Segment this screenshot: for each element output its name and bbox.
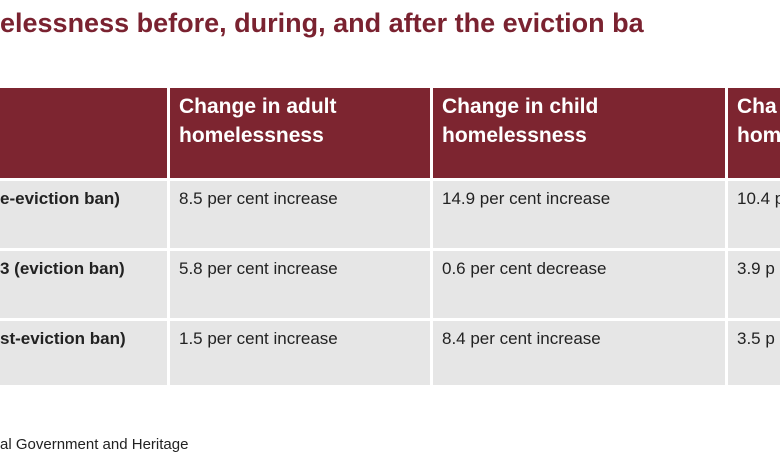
table-cell: e-eviction ban) <box>0 181 167 248</box>
header-cell: Change in child homelessness <box>433 88 725 178</box>
cell-text: 3.5 p <box>737 329 775 348</box>
cell-text: 3 (eviction ban) <box>0 259 125 278</box>
cell-text: 8.4 per cent increase <box>442 329 601 348</box>
cell-text: 8.5 per cent increase <box>179 189 338 208</box>
cell-text: e-eviction ban) <box>0 189 120 208</box>
source: al Government and Heritage <box>0 436 189 453</box>
cell-text: Change in child homelessness <box>442 95 599 147</box>
cell-text: 10.4 p <box>737 189 780 208</box>
cell-text: 14.9 per cent increase <box>442 189 611 208</box>
header-cell: Change in adult homelessness <box>170 88 430 178</box>
table-cell: 3 (eviction ban) <box>0 251 167 318</box>
cell-text: Cha <box>737 95 777 118</box>
table-cell: 14.9 per cent increase <box>433 181 725 248</box>
header-cell <box>0 88 167 178</box>
table-cell: 8.4 per cent increase <box>433 321 725 385</box>
table-cell: 3.9 p <box>728 251 780 318</box>
cell-text: 3.9 p <box>737 259 775 278</box>
cell-text: 1.5 per cent increase <box>179 329 338 348</box>
table-cell: 3.5 p <box>728 321 780 385</box>
header-cell: Cha hom <box>728 88 780 178</box>
table-cell: st-eviction ban) <box>0 321 167 385</box>
cell-text: hom <box>737 124 780 147</box>
table-cell: 1.5 per cent increase <box>170 321 430 385</box>
cell-text: 5.8 per cent increase <box>179 259 338 278</box>
table-cell: 0.6 per cent decrease <box>433 251 725 318</box>
table-cell: 8.5 per cent increase <box>170 181 430 248</box>
cell-text: 0.6 per cent decrease <box>442 259 607 278</box>
title: elessness before, during, and after the … <box>0 8 644 38</box>
table-cell: 5.8 per cent increase <box>170 251 430 318</box>
cell-text: Change in adult homelessness <box>179 95 337 147</box>
cell-text: st-eviction ban) <box>0 329 126 348</box>
table-cell: 10.4 p <box>728 181 780 248</box>
